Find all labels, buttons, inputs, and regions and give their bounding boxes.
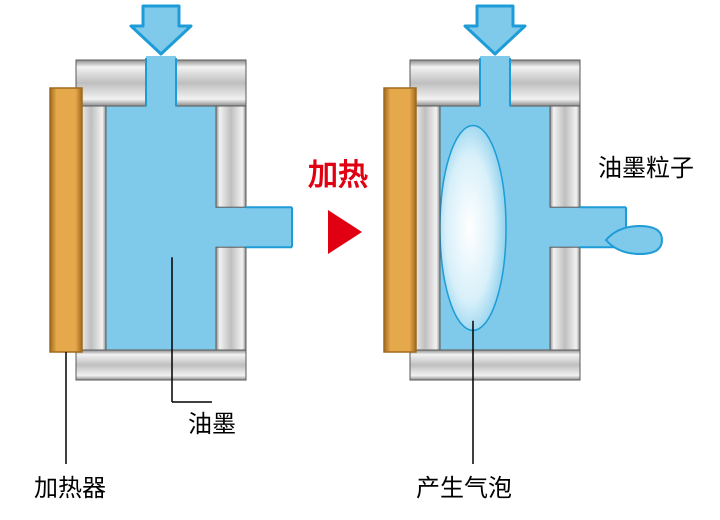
bubble-label: 产生气泡 xyxy=(416,468,512,503)
ink-label: 油墨 xyxy=(188,404,236,439)
heat-label: 加热 xyxy=(308,150,368,194)
diagram-svg xyxy=(0,0,720,520)
heater-label: 加热器 xyxy=(34,468,106,503)
drop-label: 油墨粒子 xyxy=(598,148,694,183)
diagram-root: 加热 油墨 加热器 产生气泡 油墨粒子 xyxy=(0,0,720,520)
